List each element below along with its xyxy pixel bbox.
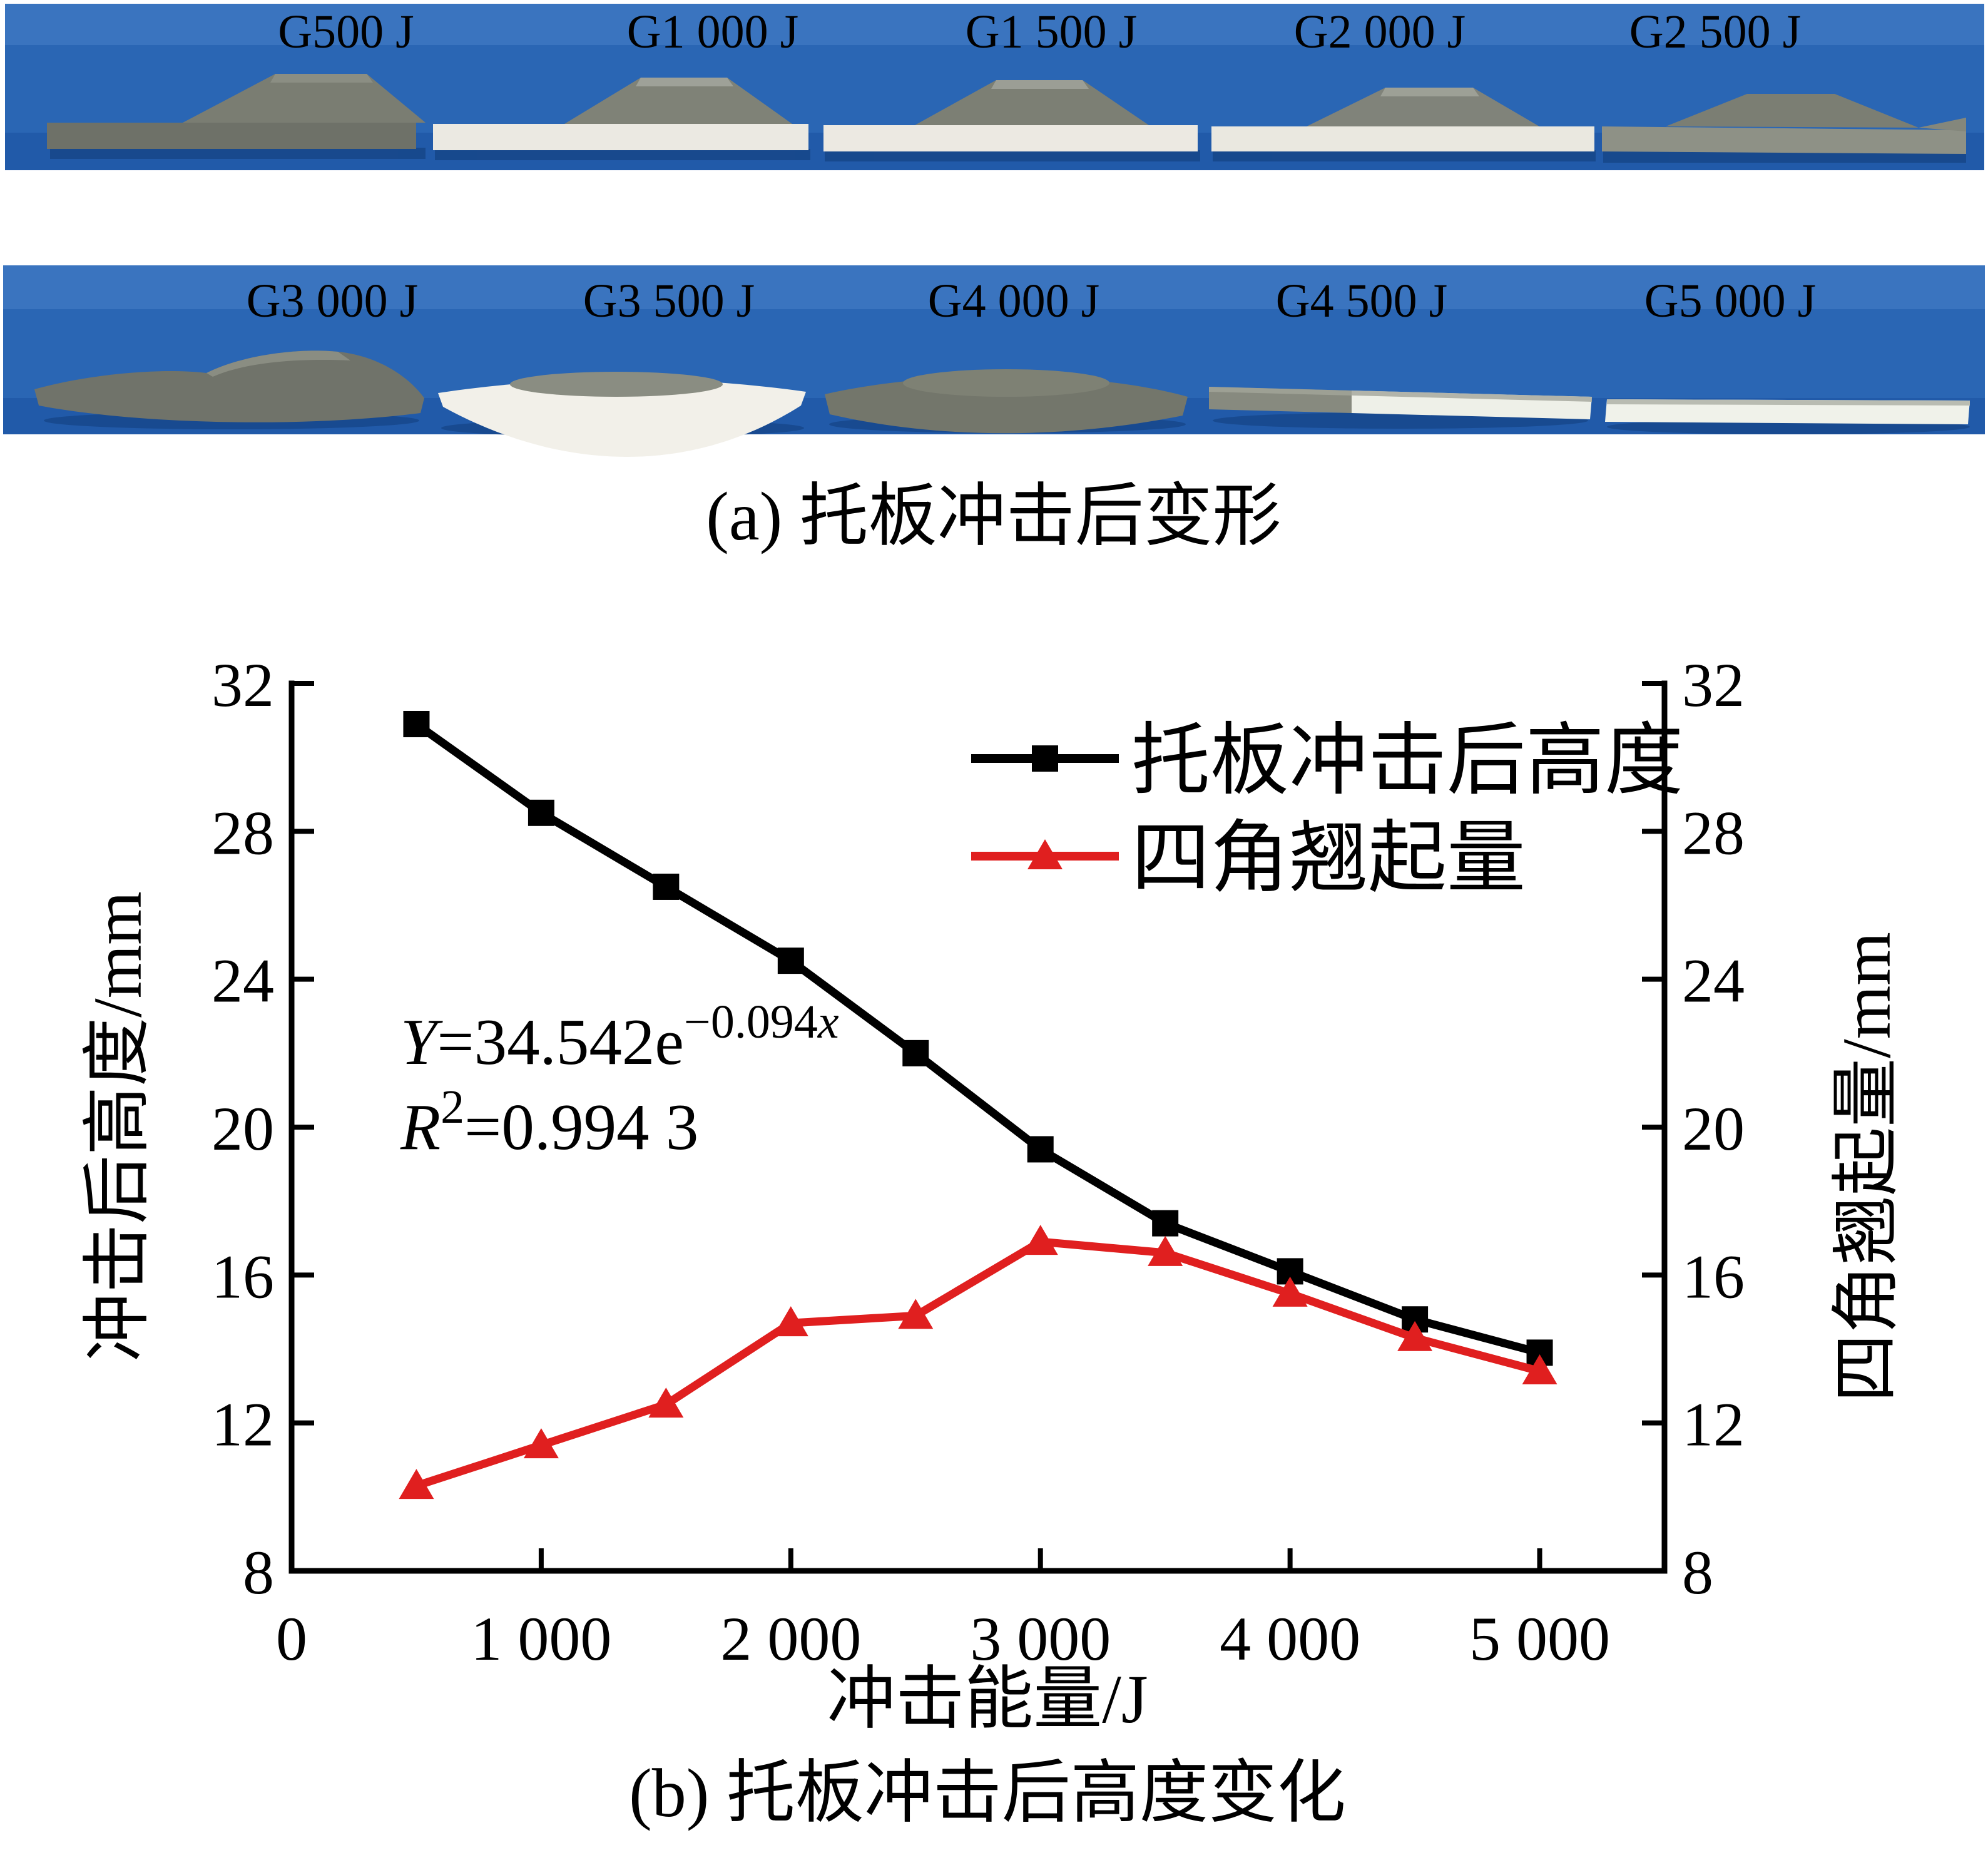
plate-photo-g1000: [433, 78, 808, 150]
y-tick-label-right: 28: [1682, 798, 1745, 867]
y-axis-title-left: 冲击后高度/mm: [79, 891, 156, 1362]
r-label: R: [400, 1090, 441, 1163]
plate-photo-g3500: [438, 372, 806, 457]
y-tick-label-right: 32: [1682, 650, 1745, 720]
strip1-label-4: G2 500 J: [1629, 6, 1801, 58]
caption-panel-b: (b) 托板冲击后高度变化: [629, 1755, 1346, 1831]
data-point-marker: [523, 1428, 559, 1459]
impact-energy-chart: 8 8 12 12 16 16 20 20 24 24 28 28 32 32 0 1 000 2 000 3 0…: [79, 650, 1905, 1737]
plate-photo-g5000: [1605, 399, 1970, 424]
x-tick-label: 0: [276, 1604, 307, 1673]
data-point-marker: [773, 1306, 808, 1337]
strip1-label-1: G1 000 J: [627, 6, 798, 58]
data-point-marker: [1022, 1225, 1058, 1255]
series-2: [399, 1225, 1557, 1499]
strip1-label-2: G1 500 J: [966, 6, 1137, 58]
y-tick-label-left: 28: [212, 798, 274, 867]
y-tick-label-left: 16: [212, 1242, 274, 1311]
plate-photo-g3000: [34, 350, 424, 422]
caption-panel-a: (a) 托板冲击后变形: [706, 478, 1282, 554]
data-point-marker: [902, 1040, 929, 1066]
equation-exponent: −0.094: [684, 996, 818, 1048]
plate-photo-g2500: [1602, 94, 1966, 154]
data-point-marker: [1152, 1210, 1179, 1237]
photo-strip-1-sheen: [5, 4, 1984, 45]
plate-photo-g500: [47, 74, 426, 149]
legend-marker: [1032, 745, 1058, 772]
r-value: =0.994 3: [464, 1090, 698, 1163]
y-tick-label-right: 8: [1682, 1538, 1713, 1607]
annotation-equation: Y=34.542e−0.094x: [400, 996, 839, 1078]
data-point-marker: [653, 873, 680, 900]
y-tick-label-left: 24: [212, 946, 274, 1016]
data-point-marker: [399, 1469, 434, 1499]
data-point-marker: [648, 1387, 684, 1418]
data-point-marker: [898, 1299, 934, 1329]
strip2-label-0: G3 000 J: [247, 275, 418, 327]
legend-marks: [971, 745, 1119, 869]
annotation-r-squared: R2=0.994 3: [400, 1081, 698, 1163]
data-point-marker: [1522, 1354, 1557, 1384]
y-tick-label-right: 16: [1682, 1242, 1745, 1311]
data-point-marker: [1272, 1276, 1308, 1307]
legend-label-series2: 四角翘起量: [1131, 815, 1526, 902]
y-tick-label-left: 32: [212, 650, 274, 720]
plate-photo-g1500: [823, 80, 1198, 151]
equation-lhs: Y: [400, 1005, 443, 1078]
legend-label-series1: 托板冲击后高度: [1131, 718, 1683, 805]
legend-marker: [1027, 839, 1063, 869]
photo-strip-1: G500 J G1 000 J G1 500 J G2 000 J G2 500…: [5, 4, 1984, 170]
strip1-label-3: G2 000 J: [1294, 6, 1466, 58]
data-point-marker: [1027, 1136, 1054, 1163]
r-sup: 2: [441, 1081, 464, 1133]
photo-strip-2-sheen: [3, 265, 1985, 309]
y-tick-label-left: 12: [212, 1390, 274, 1459]
data-point-marker: [403, 710, 430, 737]
x-axis-title: 冲击能量/J: [827, 1661, 1148, 1737]
y-tick-label-right: 12: [1682, 1390, 1745, 1459]
y-tick-label-right: 20: [1682, 1094, 1745, 1163]
axis-ticks: [292, 681, 1664, 1573]
data-series: [399, 710, 1557, 1499]
plate-photo-g4000: [825, 369, 1188, 434]
str2-label-3: G4 500 J: [1276, 275, 1447, 327]
strip2-label-4: G5 000 J: [1644, 275, 1816, 327]
strip2-label-2: G4 000 J: [928, 275, 1099, 327]
data-point-marker: [777, 948, 804, 974]
data-point-marker: [1397, 1321, 1433, 1351]
equation-exponent-var: x: [817, 996, 839, 1048]
x-tick-label: 3 000: [970, 1604, 1111, 1673]
x-tick-label: 4 000: [1220, 1604, 1360, 1673]
photo-strip-2: G3 000 J G3 500 J G4 000 J G4 500 J G5 0…: [3, 265, 1985, 457]
y-tick-label-right: 24: [1682, 946, 1745, 1016]
y-tick-label-left: 8: [243, 1538, 274, 1607]
x-tick-label: 5 000: [1469, 1604, 1610, 1673]
plate-photo-g4500: [1209, 387, 1592, 419]
x-tick-label: 1 000: [471, 1604, 611, 1673]
data-point-marker: [528, 799, 554, 826]
equation-body: =34.542e: [437, 1005, 684, 1078]
plate-photo-g2000: [1211, 88, 1594, 151]
series-line: [415, 1237, 1541, 1490]
y-tick-label-left: 20: [212, 1094, 274, 1163]
strip2-label-1: G3 500 J: [583, 275, 755, 327]
axis-tick-labels: 8 8 12 12 16 16 20 20 24 24 28 28 32 32 0 1 000 2 000 3 0…: [212, 650, 1745, 1673]
data-point-marker: [1148, 1235, 1183, 1266]
y-axis-title-right: 四角翘起量/mm: [1828, 932, 1905, 1402]
x-tick-label: 2 000: [720, 1604, 861, 1673]
plate-shadows-1: [50, 148, 1966, 163]
series-line: [414, 720, 1541, 1357]
strip1-label-0: G500 J: [278, 6, 414, 58]
